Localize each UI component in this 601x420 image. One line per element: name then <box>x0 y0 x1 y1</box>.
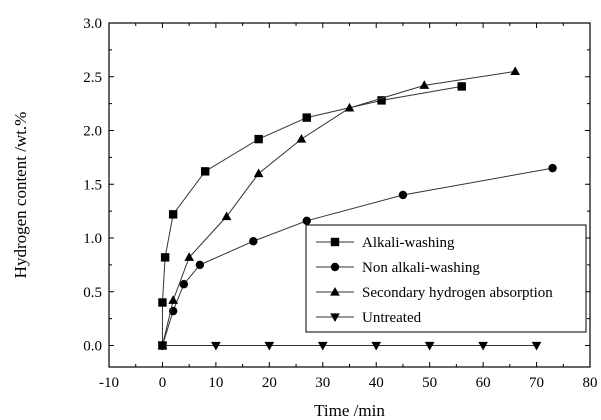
circle-marker <box>302 216 311 225</box>
x-tick-label: 20 <box>262 375 277 391</box>
circle-marker <box>548 163 557 173</box>
legend-box <box>305 224 587 333</box>
y-tick-label: 2.5 <box>83 70 102 86</box>
square-marker <box>168 210 178 219</box>
circle-marker <box>249 237 258 246</box>
square-marker <box>330 237 340 247</box>
y-tick-label: 2.0 <box>83 124 102 140</box>
series-3 <box>157 341 542 351</box>
legend-label: Non alkali-washing <box>362 260 480 276</box>
square-marker <box>160 253 170 262</box>
circle-marker <box>195 260 205 270</box>
series-group <box>157 66 557 351</box>
triangle-down-marker <box>531 341 542 351</box>
legend-label: Secondary hydrogen absorption <box>362 285 553 301</box>
x-tick-label: 80 <box>583 375 598 391</box>
y-tick-label: 3.0 <box>83 16 102 32</box>
square-marker <box>201 167 210 176</box>
triangle-down-marker <box>211 341 221 351</box>
legend-label: Untreated <box>362 310 422 326</box>
triangle-down-marker <box>424 341 435 351</box>
series-2 <box>157 66 521 350</box>
circle-marker <box>330 262 340 272</box>
triangle-up-marker <box>296 134 307 143</box>
x-tick-label: 10 <box>208 375 223 391</box>
series-line <box>161 167 553 346</box>
triangle-up-marker <box>330 286 340 296</box>
triangle-down-marker <box>371 341 382 351</box>
y-tick-label: 0.5 <box>83 285 102 301</box>
triangle-up-marker <box>419 80 430 89</box>
triangle-up-marker <box>168 295 178 304</box>
y-axis-label: Hydrogen content /wt.% <box>11 112 30 279</box>
x-tick-label: -10 <box>99 375 119 391</box>
triangle-down-marker <box>317 341 328 351</box>
x-tick-label: 60 <box>476 375 491 391</box>
triangle-down-marker <box>478 341 488 351</box>
x-tick-label: 70 <box>529 375 544 391</box>
y-tick-label: 0.0 <box>83 339 102 355</box>
square-marker <box>158 298 167 307</box>
x-tick-label: 0 <box>159 375 167 391</box>
triangle-down-marker <box>330 313 340 323</box>
triangle-up-marker <box>253 168 264 178</box>
triangle-up-marker <box>221 211 232 221</box>
square-marker <box>254 134 263 144</box>
axis-ticks: -10 0 10 20 30 40 50 60 70 80 0.0 0.5 1.0 1.5 2.0 2.5 3.… <box>83 16 597 391</box>
y-tick-label: 1.0 <box>83 231 102 247</box>
triangle-up-marker <box>344 102 355 112</box>
x-tick-label: 40 <box>369 375 384 391</box>
legend: Alkali-washing Non alkali-washing Secondar… <box>305 224 587 333</box>
circle-marker <box>179 280 189 289</box>
y-tick-label: 1.5 <box>83 177 102 193</box>
triangle-down-marker <box>157 341 168 351</box>
square-marker <box>457 82 466 91</box>
square-marker <box>302 113 311 122</box>
x-tick-label: 30 <box>315 375 330 391</box>
circle-marker <box>398 190 408 200</box>
triangle-up-marker <box>510 66 521 75</box>
x-axis-label: Time /min <box>314 401 385 420</box>
x-tick-label: 50 <box>422 375 437 391</box>
square-marker <box>377 96 386 105</box>
triangle-down-marker <box>264 341 275 351</box>
legend-label: Alkali-washing <box>362 235 455 251</box>
triangle-up-marker <box>184 252 194 261</box>
